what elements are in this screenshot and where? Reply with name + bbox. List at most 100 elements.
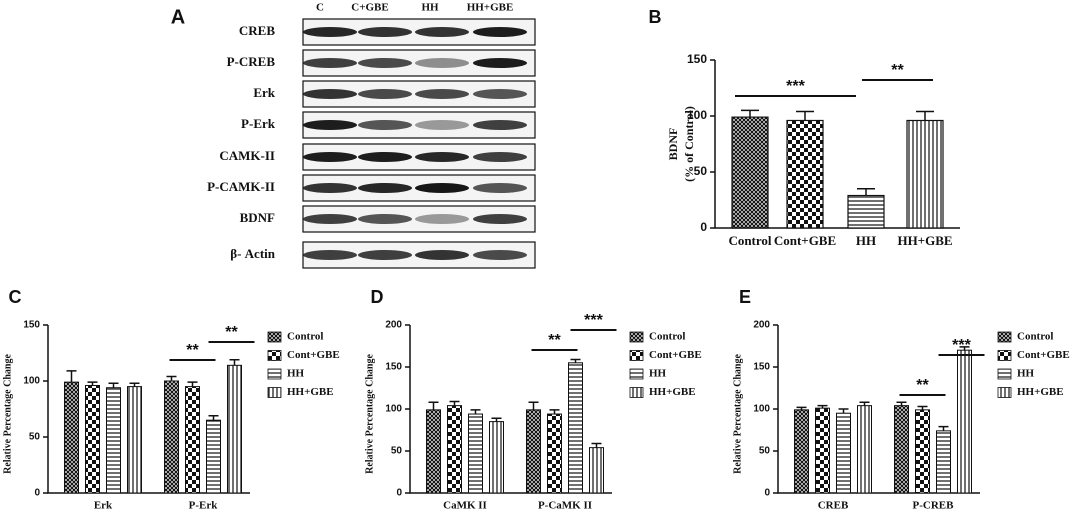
bar [447, 405, 462, 494]
blot-band [473, 214, 527, 224]
blot-band [415, 152, 469, 162]
bar [836, 412, 851, 494]
blot-row-label: CAMK-II [219, 148, 275, 163]
significance-label: ** [916, 377, 929, 394]
error-bar [491, 417, 502, 422]
x-tick-label: HH+GBE [897, 233, 952, 248]
significance-label: ** [891, 62, 904, 79]
blot-band [358, 120, 412, 130]
significance-label: ** [186, 342, 199, 359]
blot-band [358, 58, 412, 68]
legend-label: HH+GBE [287, 386, 334, 398]
blot-band [358, 250, 412, 260]
bar [815, 407, 830, 494]
bar [731, 116, 769, 229]
blot-band [473, 250, 527, 260]
blot-column-label: C+GBE [351, 2, 388, 14]
y-tick-label: 50 [391, 446, 403, 457]
legend-swatch [997, 350, 1012, 361]
x-tick-label: P-CREB [913, 500, 955, 512]
significance-label: *** [952, 337, 971, 354]
y-tick-label: 150 [23, 320, 40, 331]
blot-band [303, 58, 357, 68]
x-tick-label: CREB [818, 500, 849, 512]
error-bar [129, 382, 140, 387]
y-tick-label: 100 [385, 404, 402, 415]
panel-label: D [371, 287, 384, 307]
error-bar [108, 382, 119, 388]
blot-band [303, 27, 357, 37]
blot-band [358, 27, 412, 37]
y-tick-label: 100 [687, 108, 707, 122]
significance-label: *** [584, 312, 603, 329]
legend-swatch [629, 331, 644, 343]
blot-row-label: CREB [239, 23, 275, 38]
x-tick-label: P-CaMK II [538, 500, 592, 512]
blot-band [358, 89, 412, 99]
bar [127, 386, 142, 494]
legend-label: Control [287, 331, 323, 343]
bar [906, 119, 944, 229]
blot-row-label: P-CAMK-II [207, 179, 275, 194]
y-tick-label: 200 [385, 320, 402, 331]
y-axis-label: BDNF [666, 128, 680, 161]
bar [526, 409, 541, 494]
blot-band [415, 183, 469, 193]
blot-band [415, 27, 469, 37]
legend-label: Cont+GBE [1017, 349, 1070, 361]
x-tick-label: CaMK II [443, 500, 487, 512]
blot-band [415, 214, 469, 224]
blot-band [358, 152, 412, 162]
error-bar [166, 375, 177, 381]
error-bar [959, 346, 970, 351]
y-axis-label: Relative Percentage Change [364, 354, 375, 474]
bar [164, 380, 179, 494]
y-axis-label: (% of Control) [682, 106, 696, 182]
bar [468, 413, 483, 494]
error-bar [838, 408, 849, 414]
x-tick-label: HH [856, 233, 876, 248]
legend-label: Cont+GBE [649, 349, 702, 361]
significance-label: ** [548, 332, 561, 349]
blot-row-label: P-Erk [241, 116, 276, 131]
bar [547, 413, 562, 494]
bar [85, 384, 100, 494]
blot-band [473, 58, 527, 68]
bar [64, 381, 79, 494]
blot-band [303, 183, 357, 193]
bar [489, 421, 504, 494]
bar [794, 409, 809, 494]
legend-swatch [629, 387, 644, 398]
bar [227, 364, 242, 494]
y-tick-label: 50 [29, 432, 41, 443]
blot-band [303, 214, 357, 224]
blot-band [415, 89, 469, 99]
y-tick-label: 150 [753, 362, 770, 373]
x-tick-label: P-Erk [189, 500, 219, 512]
error-bar [796, 406, 807, 410]
y-tick-label: 50 [694, 164, 708, 178]
x-tick-label: Control [728, 233, 771, 248]
x-tick-label: Erk [94, 500, 113, 512]
legend-label: Control [649, 331, 685, 343]
blot-band [473, 89, 527, 99]
bar [847, 194, 885, 229]
blot-band [303, 89, 357, 99]
bar [957, 349, 972, 494]
x-tick-label: Cont+GBE [774, 233, 836, 248]
blot-row-label: BDNF [240, 210, 275, 225]
y-tick-label: 150 [687, 52, 707, 66]
bar [936, 430, 951, 494]
y-tick-label: 200 [753, 320, 770, 331]
blot-band [358, 214, 412, 224]
blot-band [415, 58, 469, 68]
legend-label: HH+GBE [1017, 386, 1064, 398]
error-bar [591, 442, 602, 448]
y-tick-label: 0 [700, 220, 707, 234]
error-bar [549, 409, 560, 415]
error-bar [428, 401, 439, 410]
legend-swatch [997, 387, 1012, 398]
legend-swatch [629, 368, 644, 380]
error-bar [570, 358, 581, 363]
